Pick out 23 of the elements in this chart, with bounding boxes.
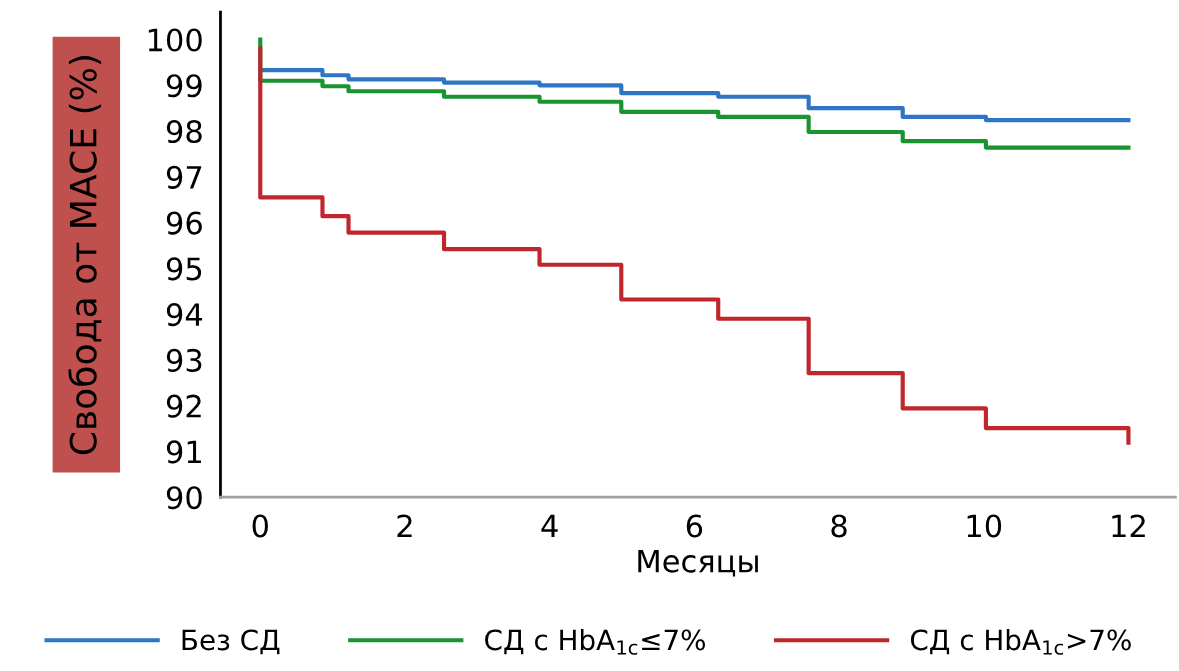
y-tick-label: 96: [166, 211, 202, 235]
y-tick-label: 100: [148, 28, 202, 52]
x-tick-label: 0: [252, 514, 268, 538]
y-axis-title: Свобода от MACE (%): [68, 56, 102, 455]
y-tick-label: 91: [166, 440, 201, 464]
x-tick-label: 2: [397, 514, 412, 538]
x-tick-label: 6: [686, 514, 703, 538]
y-tick-label: 93: [166, 348, 202, 372]
x-tick-label: 12: [1112, 514, 1145, 538]
legend-label: СД с HbA$_{1c}$≤7%: [485, 628, 705, 655]
y-tick-label: 94: [166, 303, 203, 327]
x-tick-label: 8: [831, 514, 847, 538]
x-tick-label: 4: [541, 514, 558, 538]
x-axis-title: Месяцы: [638, 549, 758, 577]
y-tick-label: 90: [166, 486, 202, 510]
x-tick-label: 10: [967, 514, 1002, 538]
legend-label: Без СД: [182, 629, 280, 655]
y-tick-label: 95: [166, 257, 202, 281]
y-tick-label: 98: [166, 120, 202, 144]
legend-label: СД с HbA$_{1c}$>7%: [910, 628, 1131, 655]
y-tick-label: 99: [166, 74, 202, 98]
y-tick-label: 92: [166, 394, 201, 418]
y-tick-label: 97: [166, 165, 202, 189]
